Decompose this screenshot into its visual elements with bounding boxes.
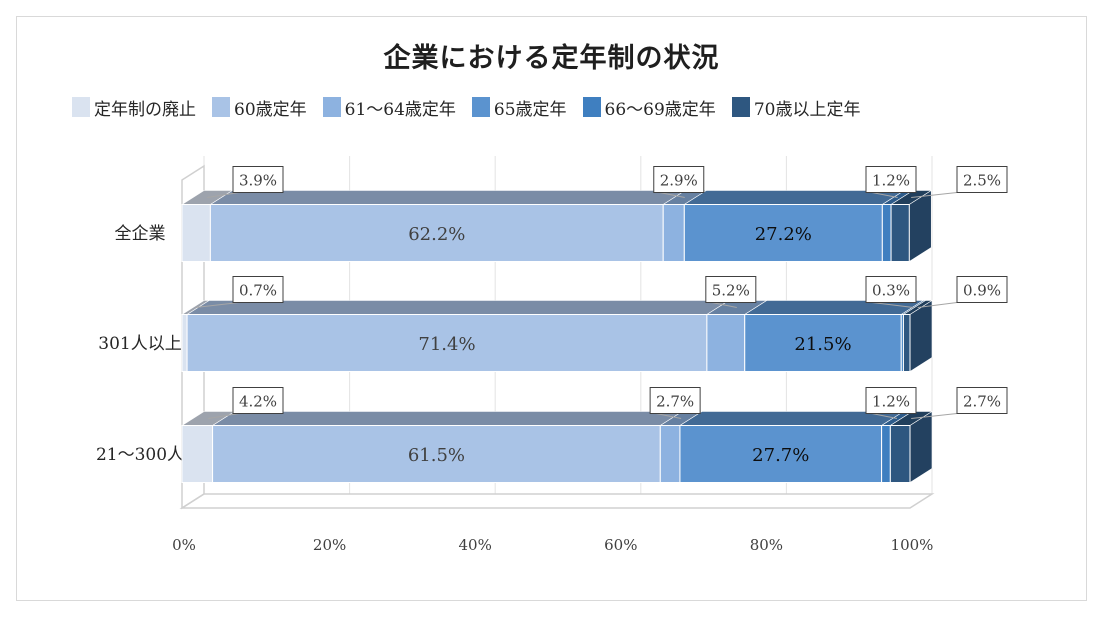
data-label: 62.2%	[408, 224, 465, 245]
legend-item: 70歳以上定年	[731, 95, 861, 120]
callout-line	[656, 413, 682, 419]
legend-swatch	[582, 97, 601, 117]
category-label: 全企業	[115, 224, 166, 244]
data-label: 5.2%	[712, 282, 750, 300]
bar-segment	[679, 425, 883, 483]
callout-line	[917, 302, 958, 308]
floor	[179, 493, 935, 509]
data-label: 21.5%	[794, 334, 851, 355]
bar-segment	[181, 314, 188, 372]
callout-line	[208, 413, 240, 419]
callout-line	[871, 302, 914, 308]
callout-box	[705, 276, 757, 303]
callout-box	[956, 166, 1008, 193]
bar-segment	[186, 314, 708, 372]
callout-line	[195, 302, 240, 308]
legend-item: 66～69歳定年	[582, 95, 716, 120]
data-label: 2.7%	[656, 393, 694, 411]
callout-box	[649, 387, 701, 414]
legend-label: 60歳定年	[234, 99, 307, 120]
legend-label: 66～69歳定年	[604, 99, 716, 120]
callout-box	[232, 166, 284, 193]
callout-line	[871, 413, 898, 419]
chart-legend: 定年制の廃止 60歳定年 61～64歳定年 65歳定年 66～69歳定年 70歳以上定年	[72, 94, 876, 120]
legend-item: 定年制の廃止	[72, 95, 196, 120]
data-label: 27.2%	[755, 224, 812, 245]
data-label: 0.9%	[963, 282, 1001, 300]
callout-box	[956, 387, 1008, 414]
x-tick-label: 0%	[172, 536, 196, 554]
bar-segment	[181, 204, 211, 262]
bar-segment	[662, 204, 685, 262]
data-label: 3.9%	[239, 172, 277, 190]
category-label: 301人以上	[98, 334, 181, 354]
legend-label: 定年制の廃止	[94, 99, 196, 120]
bar-segment	[683, 204, 883, 262]
callout-box	[232, 387, 284, 414]
callout-line	[207, 192, 240, 198]
x-tick-label: 100%	[891, 536, 934, 554]
data-label: 1.2%	[872, 172, 910, 190]
data-label: 4.2%	[239, 393, 277, 411]
bar-segment	[209, 204, 664, 262]
data-label: 61.5%	[408, 445, 465, 466]
legend-swatch	[212, 97, 230, 117]
bar-segment	[881, 425, 891, 483]
data-label: 2.5%	[963, 172, 1001, 190]
category-label: 21～300人	[96, 445, 184, 465]
data-label: 27.7%	[752, 445, 809, 466]
callout-line	[659, 192, 685, 198]
bar-segment	[890, 204, 910, 262]
bar-segment	[881, 204, 892, 262]
data-label: 71.4%	[418, 334, 475, 355]
callout-box	[865, 166, 917, 193]
callout-box	[653, 166, 705, 193]
callout-box	[865, 276, 917, 303]
data-label: 2.9%	[660, 172, 698, 190]
data-label: 0.7%	[239, 282, 277, 300]
legend-label: 61～64歳定年	[344, 99, 456, 120]
bar-segment	[181, 425, 214, 483]
bar-segment	[706, 314, 746, 372]
callout-line	[711, 302, 737, 308]
legend-swatch	[731, 97, 750, 117]
data-label: 0.3%	[872, 282, 910, 300]
bar-segment	[212, 425, 661, 483]
callout-box	[232, 276, 284, 303]
legend-swatch	[322, 97, 341, 117]
legend-item: 65歳定年	[471, 95, 567, 120]
x-tick-label: 60%	[604, 536, 637, 554]
x-tick-label: 40%	[459, 536, 492, 554]
chart-title: 企業における定年制の状況	[383, 43, 720, 74]
data-label: 1.2%	[872, 393, 910, 411]
callout-line	[871, 192, 898, 198]
x-tick-label: 20%	[313, 536, 346, 554]
callout-line	[911, 192, 958, 198]
callout-box	[956, 276, 1008, 303]
bar-segment	[659, 425, 681, 483]
legend-label: 65歳定年	[493, 99, 567, 120]
legend-swatch	[72, 97, 90, 117]
legend-swatch	[471, 97, 490, 117]
legend-item: 61～64歳定年	[322, 95, 456, 120]
x-tick-label: 80%	[750, 536, 783, 554]
data-label: 2.7%	[963, 393, 1001, 411]
legend-item: 60歳定年	[212, 95, 307, 120]
bar-segment	[902, 314, 911, 372]
callout-line	[911, 413, 958, 419]
bar-segment	[744, 314, 902, 372]
legend-label: 70歳以上定年	[753, 99, 861, 120]
callout-box	[865, 387, 917, 414]
bar-segment	[889, 425, 911, 483]
